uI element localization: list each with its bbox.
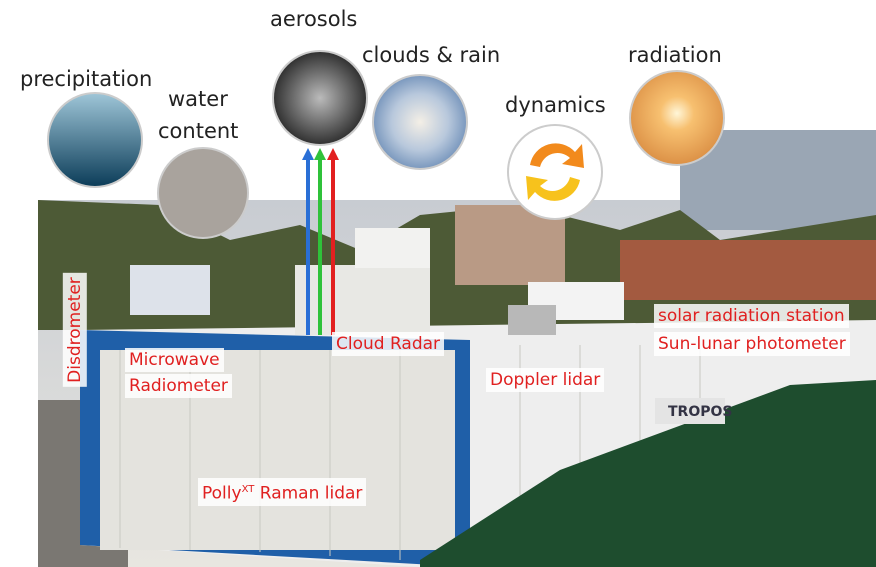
radiation-image [630,71,724,165]
label-part: Polly [202,484,242,504]
figure: TROPOS precipitation water content aeros… [0,0,876,567]
radar-dish [355,228,430,268]
topic-label: content [158,116,238,146]
roofs [620,240,876,300]
cloud-radar [295,265,430,335]
label-part: Raman lidar [254,484,362,504]
container-logo: TROPOS [668,404,732,420]
doppler-box [508,305,556,335]
topic-label: water [168,84,228,114]
topic-label: clouds & rain [362,40,500,70]
label-superscript: XT [242,484,255,495]
radiometer [130,265,210,315]
dynamics-image [508,125,602,219]
beam-arrows [302,148,339,335]
topic-label: dynamics [505,90,606,120]
instrument-label: Radiometer [125,374,232,398]
instrument-label: Microwave [125,348,224,372]
instrument-label: solar radiation station [654,304,849,328]
precipitation-image [48,93,142,187]
instrument-label: Doppler lidar [486,368,604,392]
instrument-label: Sun-lunar photometer [654,332,850,356]
clouds-image [373,75,467,169]
topic-label: radiation [628,40,722,70]
aerosols-image [273,51,367,145]
topic-label: aerosols [270,4,357,34]
instrument-label: Cloud Radar [332,332,444,356]
instrument-label: Disdrometer [63,273,87,387]
water-content-image [158,148,248,238]
instrument-label: PollyXT Raman lidar [198,478,366,506]
topic-label: precipitation [20,64,152,94]
